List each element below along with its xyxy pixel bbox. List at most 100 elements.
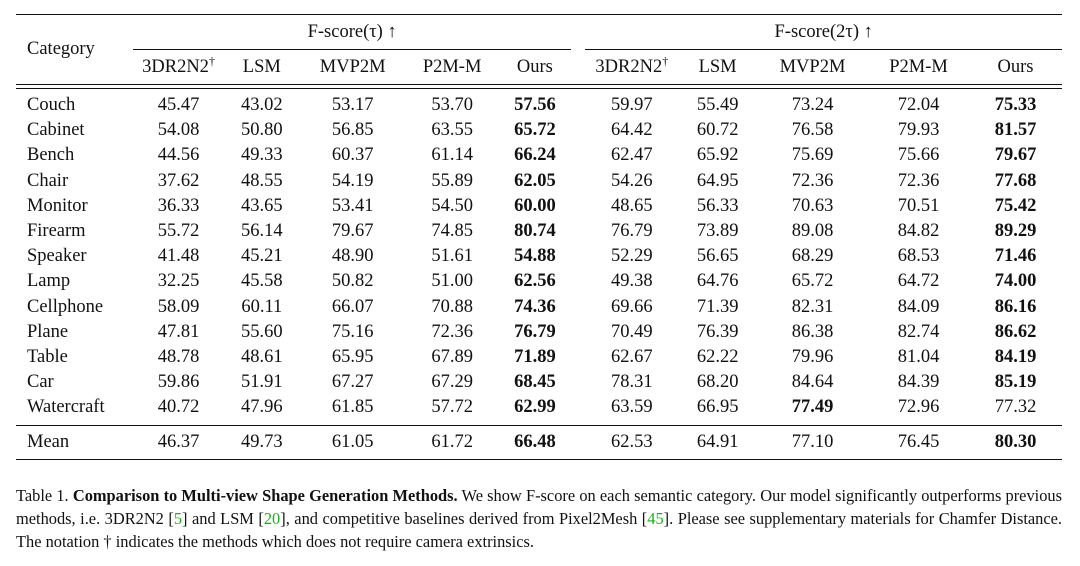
best-score: 80.30	[994, 431, 1037, 452]
score-cell: 58.09	[157, 296, 200, 317]
caption-text: We show F-score on each semantic categor…	[16, 486, 1062, 528]
caption-text: ], and competitive baselines derived fro…	[280, 509, 648, 528]
score-cell: 43.65	[241, 195, 283, 216]
score-cell: 47.81	[157, 321, 200, 342]
score-cell: 84.19	[969, 345, 1062, 370]
best-score: 71.46	[994, 246, 1037, 267]
score-cell: 62.22	[696, 347, 739, 368]
category-cell: Table	[27, 347, 68, 368]
score-cell: 60.37	[331, 145, 374, 166]
score-cell: 79.93	[897, 120, 940, 141]
category-cell: Couch	[27, 95, 76, 115]
score-cell: 80.30	[969, 425, 1062, 459]
score-cell: 77.32	[994, 397, 1037, 418]
score-cell: 62.53	[611, 431, 653, 452]
score-cell: 75.42	[969, 194, 1062, 219]
score-cell: 73.24	[791, 95, 834, 115]
score-cell: 59.97	[611, 95, 653, 115]
score-cell: 54.88	[499, 244, 572, 269]
score-cell: 61.72	[431, 431, 473, 452]
best-score: 89.29	[994, 221, 1037, 242]
method-header: LSM	[242, 56, 281, 77]
score-cell: 49.73	[241, 431, 283, 452]
table-row: Firearm 55.72 56.14 79.67 74.85 80.74 76.79 73.…	[16, 219, 1062, 244]
category-cell: Lamp	[27, 271, 71, 292]
score-cell: 64.42	[611, 120, 653, 141]
score-cell: 45.47	[157, 95, 200, 115]
score-cell: 84.39	[897, 372, 940, 393]
caption-text: ] and LSM [	[182, 509, 264, 528]
score-cell: 70.51	[897, 195, 940, 216]
score-cell: 86.16	[969, 295, 1062, 320]
score-cell: 81.04	[897, 347, 940, 368]
score-cell: 64.95	[696, 170, 739, 191]
score-cell: 53.70	[431, 95, 473, 115]
caption-title: Comparison to Multi-view Shape Generatio…	[72, 486, 458, 505]
score-cell: 73.89	[696, 221, 739, 242]
category-cell: Cabinet	[27, 120, 85, 141]
score-cell: 69.66	[611, 296, 653, 317]
score-cell: 72.96	[897, 397, 940, 418]
score-cell: 68.29	[791, 246, 834, 267]
score-cell: 62.05	[499, 169, 572, 194]
score-cell: 55.49	[696, 95, 739, 115]
score-cell: 62.56	[499, 269, 572, 294]
score-cell: 78.31	[611, 372, 653, 393]
score-cell: 82.74	[897, 321, 940, 342]
score-cell: 70.49	[611, 321, 653, 342]
best-score: 74.00	[994, 271, 1037, 292]
score-cell: 84.64	[791, 372, 834, 393]
score-cell: 67.27	[331, 372, 374, 393]
score-cell: 65.92	[696, 145, 739, 166]
score-cell: 54.19	[331, 170, 374, 191]
best-score: 79.67	[994, 145, 1037, 166]
score-cell: 65.72	[499, 118, 572, 143]
score-cell: 75.69	[791, 145, 834, 166]
score-cell: 54.50	[431, 195, 473, 216]
best-score: 77.49	[791, 397, 834, 418]
score-cell: 61.85	[331, 397, 374, 418]
score-cell: 80.74	[499, 219, 572, 244]
score-cell: 70.88	[431, 296, 473, 317]
method-header: P2M-M	[889, 56, 948, 77]
score-cell: 61.05	[331, 431, 374, 452]
best-score: 60.00	[514, 195, 556, 216]
score-cell: 56.65	[696, 246, 739, 267]
category-cell: Watercraft	[27, 397, 105, 418]
score-cell: 48.55	[241, 170, 283, 191]
table-row: Plane 47.81 55.60 75.16 72.36 76.79 70.49 76.39…	[16, 320, 1062, 345]
score-cell: 53.17	[331, 95, 374, 115]
score-cell: 76.79	[499, 320, 572, 345]
method-header: P2M-M	[422, 56, 482, 77]
results-table-container: Category F-score(τ) ↑ F-score(2τ) ↑ 3DR2…	[16, 14, 1062, 460]
best-score: 71.89	[514, 347, 556, 368]
citation-link[interactable]: 45	[647, 509, 664, 528]
score-cell: 54.26	[611, 170, 653, 191]
score-cell: 74.00	[969, 269, 1062, 294]
dagger-mark: †	[208, 53, 215, 68]
score-cell: 50.80	[241, 120, 283, 141]
score-cell: 72.36	[431, 321, 473, 342]
table-row: Lamp 32.25 45.58 50.82 51.00 62.56 49.38 64.76 6…	[16, 269, 1062, 294]
score-cell: 66.95	[696, 397, 739, 418]
score-cell: 64.91	[696, 431, 739, 452]
score-cell: 59.86	[157, 372, 200, 393]
score-cell: 48.65	[611, 195, 653, 216]
citation-link[interactable]: 20	[263, 509, 281, 528]
best-score: 62.99	[514, 397, 556, 418]
score-cell: 66.24	[499, 143, 572, 168]
score-cell: 36.33	[157, 195, 200, 216]
citation-link[interactable]: 5	[173, 509, 183, 528]
best-score: 66.24	[514, 145, 556, 166]
score-cell: 54.08	[157, 120, 200, 141]
best-score: 84.19	[994, 347, 1037, 368]
table-body: Couch 45.47 43.02 53.17 53.70 57.56 59.97 55.49…	[16, 93, 1062, 460]
best-score: 68.45	[514, 372, 556, 393]
category-cell: Mean	[27, 431, 70, 452]
category-cell: Chair	[27, 170, 69, 191]
score-cell: 68.45	[499, 370, 572, 395]
best-score: 57.56	[514, 95, 556, 115]
score-cell: 72.36	[791, 170, 834, 191]
score-cell: 89.08	[791, 221, 834, 242]
score-cell: 62.47	[611, 145, 653, 166]
